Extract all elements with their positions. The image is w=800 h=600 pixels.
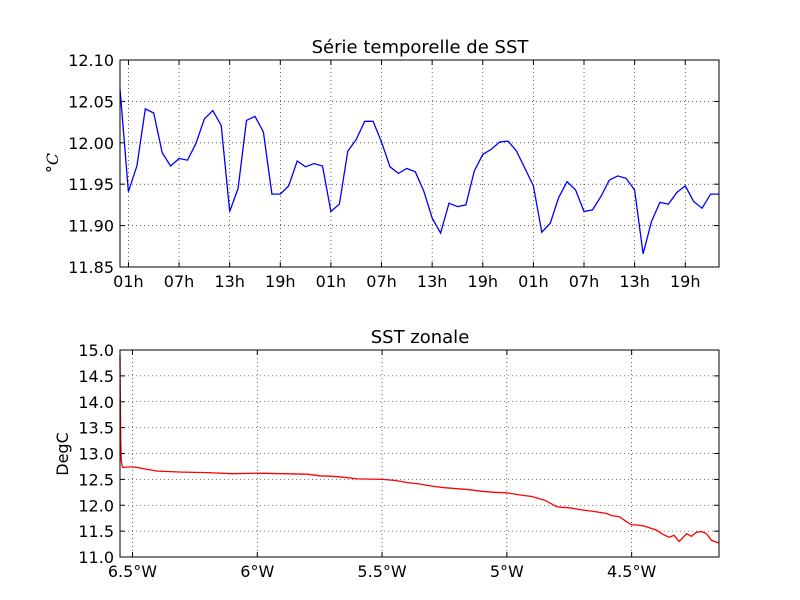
zonal-xticks: 6.5°W 6°W 5.5°W 5°W 4.5°W (108, 350, 656, 581)
time-series-ytick-label: 11.85 (68, 258, 114, 277)
time-series-ytick-label: 11.95 (68, 175, 114, 194)
zonal-ylabel: DegC (53, 432, 72, 476)
time-series-line (119, 88, 719, 254)
time-series-xtick-label: 19h (468, 272, 499, 291)
time-series-grid (120, 60, 719, 267)
time-series-title: Série temporelle de SST (312, 37, 530, 58)
time-series-ytick-label: 12.10 (68, 51, 114, 70)
time-series-xtick-label: 13h (417, 272, 448, 291)
zonal-xtick-label: 5°W (490, 562, 524, 581)
time-series-xtick-label: 07h (366, 272, 397, 291)
zonal-ytick-label: 15.0 (78, 341, 114, 360)
time-series-xtick-label: 19h (670, 272, 701, 291)
time-series-xticks: 01h 07h 13h 19h 01h 07h 13h 19h 01h 07h 13h 19h (113, 60, 701, 291)
time-series-ytick-label: 12.05 (68, 92, 114, 111)
time-series-ylabel: °C (43, 153, 62, 173)
time-series-xtick-label: 01h (113, 272, 144, 291)
zonal-xtick-label: 5.5°W (357, 562, 406, 581)
zonal-line (119, 355, 720, 544)
time-series-xtick-label: 19h (265, 272, 296, 291)
time-series-ytick-label: 11.90 (68, 217, 114, 236)
time-series-xtick-label: 01h (316, 272, 347, 291)
zonal-ytick-label: 12.0 (78, 496, 114, 515)
zonal-ytick-label: 13.0 (78, 445, 114, 464)
time-series-yticks: 11.85 11.90 11.95 12.00 12.05 12.10 (68, 51, 719, 277)
time-series-xtick-label: 07h (164, 272, 195, 291)
zonal-ytick-label: 14.0 (78, 393, 114, 412)
zonal-ytick-label: 14.5 (78, 367, 114, 386)
zonal-title: SST zonale (371, 327, 470, 348)
zonal-ytick-label: 12.5 (78, 470, 114, 489)
zonal-yticks: 11.0 11.5 12.0 12.5 13.0 13.5 14.0 14.5 15.0 (78, 341, 719, 567)
zonal-frame (119, 349, 720, 558)
zonal-grid (120, 350, 719, 557)
time-series-xtick-label: 13h (619, 272, 650, 291)
time-series-xtick-label: 07h (569, 272, 600, 291)
time-series-frame (119, 59, 720, 268)
zonal-xtick-label: 4.5°W (607, 562, 656, 581)
time-series-xtick-label: 01h (518, 272, 549, 291)
zonal-ytick-label: 13.5 (78, 419, 114, 438)
time-series-xtick-label: 13h (214, 272, 245, 291)
zonal-ytick-label: 11.5 (78, 522, 114, 541)
zonal-ytick-label: 11.0 (78, 548, 114, 567)
time-series-ytick-label: 12.00 (68, 134, 114, 153)
time-series-panel: Série temporelle de SST °C 11.8511.9011.… (43, 37, 720, 291)
zonal-xtick-label: 6°W (240, 562, 274, 581)
zonal-panel: SST zonale DegC 11.0 11.5 12.0 12.5 13.0 13.5… (53, 327, 720, 581)
zonal-xtick-label: 6.5°W (108, 562, 157, 581)
